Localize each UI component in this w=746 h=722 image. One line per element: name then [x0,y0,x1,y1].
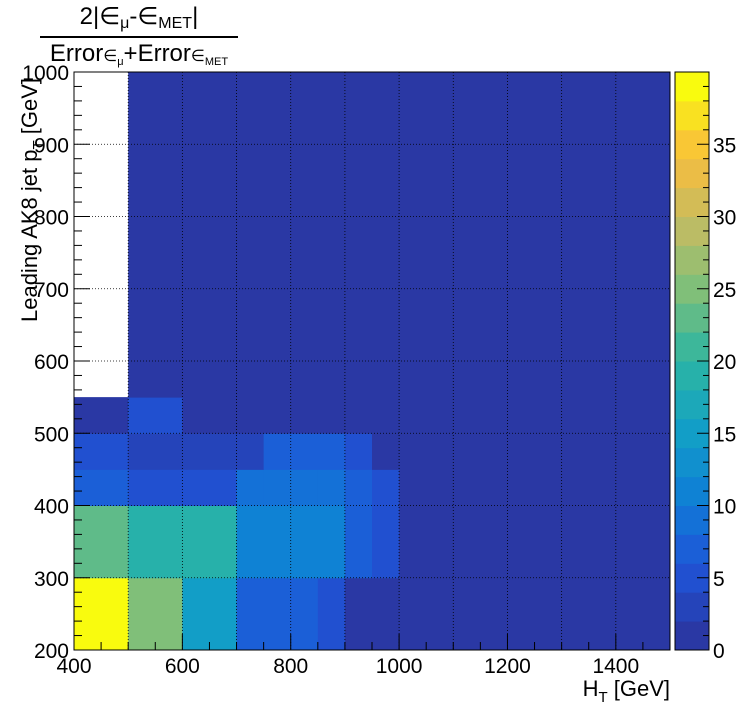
heatmap-cell [128,505,183,579]
heatmap-cell [372,433,671,470]
title-den-error1: Error [49,40,104,67]
title-den-eps2-wrap: ∈MET [190,48,229,68]
title-den-eps1: ∈ [103,48,118,65]
heatmap-cell [182,397,671,434]
x-label-unit: [GeV] [607,676,670,701]
y-tick-label: 200 [34,640,69,663]
heatmap-cell [128,577,183,651]
fraction-bar [40,36,238,38]
x-label-sub: T [598,689,608,706]
heatmap-cell [182,577,238,651]
y-tick-label: 400 [34,496,69,519]
x-tick-label: 1400 [592,655,639,678]
x-axis-label: HT [GeV] [582,676,670,706]
title-num-mu: μ [120,15,130,32]
heatmap-cell [344,433,373,470]
axis-ticks [73,71,671,651]
y-tick-label: 500 [34,423,69,446]
z-tick-label: 30 [713,207,736,230]
heatmap-cell [128,397,183,434]
y-tick-label: 300 [34,568,69,591]
heatmap-cell [399,577,671,651]
y-tick-label: 800 [34,207,69,230]
heatmap-cell [74,505,129,579]
grid-lines [74,72,670,650]
heatmap-cell [236,577,319,651]
z-tick-label: 5 [713,568,725,591]
heatmap-cell [74,577,129,651]
heatmap-cell [236,469,265,506]
heatmap-cell [74,433,129,470]
heatmap-cells [74,72,671,651]
y-label-main: Leading AK8 jet p [17,149,42,323]
x-label-main: H [582,676,599,701]
title-num-prefix: 2|∈ [79,3,121,30]
heatmap-cell [128,433,265,470]
title-den-met: MET [204,56,229,68]
z-tick-label: 15 [713,423,736,446]
title-num-suffix: | [192,3,199,30]
tick-labels: 400 600 800 1000 1200 14002003004005006007008… [22,62,736,678]
heatmap-cell [74,397,129,434]
title-numerator: 2|∈ μ -∈ MET | [40,0,238,34]
heatmap-cell [399,505,671,579]
z-tick-label: 20 [713,351,736,374]
color-palette-bar [674,71,710,651]
title-num-met: MET [158,15,193,32]
title-den-eps1-wrap: ∈μ [103,48,124,68]
y-label-sub: T [30,140,47,150]
y-axis-label: Leading AK8 jet pT [GeV] [17,77,47,323]
heatmap-cell [128,469,238,506]
x-tick-label: 1200 [484,655,531,678]
y-tick-label: 600 [34,351,69,374]
y-tick-label: 900 [34,134,69,157]
title-denominator: Error ∈μ +Error ∈MET [40,38,238,78]
heatmap-cell [372,505,400,579]
heatmap-cell [344,505,373,579]
heatmap-cell [344,469,373,506]
title-num-mid: -∈ [129,3,159,30]
heatmap-cell [399,469,671,506]
x-tick-label: 800 [273,655,308,678]
title-den-mu: μ [117,56,124,68]
chart-title: 2|∈ μ -∈ MET | Error ∈μ +Error ∈MET [40,0,238,78]
heatmap-cell [317,577,346,651]
heatmap-cell [372,469,400,506]
x-tick-label: 400 [56,655,91,678]
y-tick-label: 1000 [22,62,69,85]
title-den-eps2: ∈ [190,48,205,65]
z-tick-label: 25 [713,279,736,302]
heatmap-cell [344,577,400,651]
z-tick-label: 35 [713,134,736,157]
heatmap-cell [74,469,129,506]
x-tick-label: 1000 [376,655,423,678]
title-den-error2: +Error [123,40,191,67]
x-tick-label: 600 [165,655,200,678]
z-tick-label: 10 [713,496,736,519]
z-tick-label: 0 [713,640,725,663]
heatmap-cell [317,469,346,506]
heatmap-cell [236,505,346,579]
heatmap-cell [263,433,346,470]
y-label-unit: [GeV] [17,77,42,141]
heatmap-cell [182,505,238,579]
y-tick-label: 700 [34,279,69,302]
heatmap-cell [263,469,319,506]
